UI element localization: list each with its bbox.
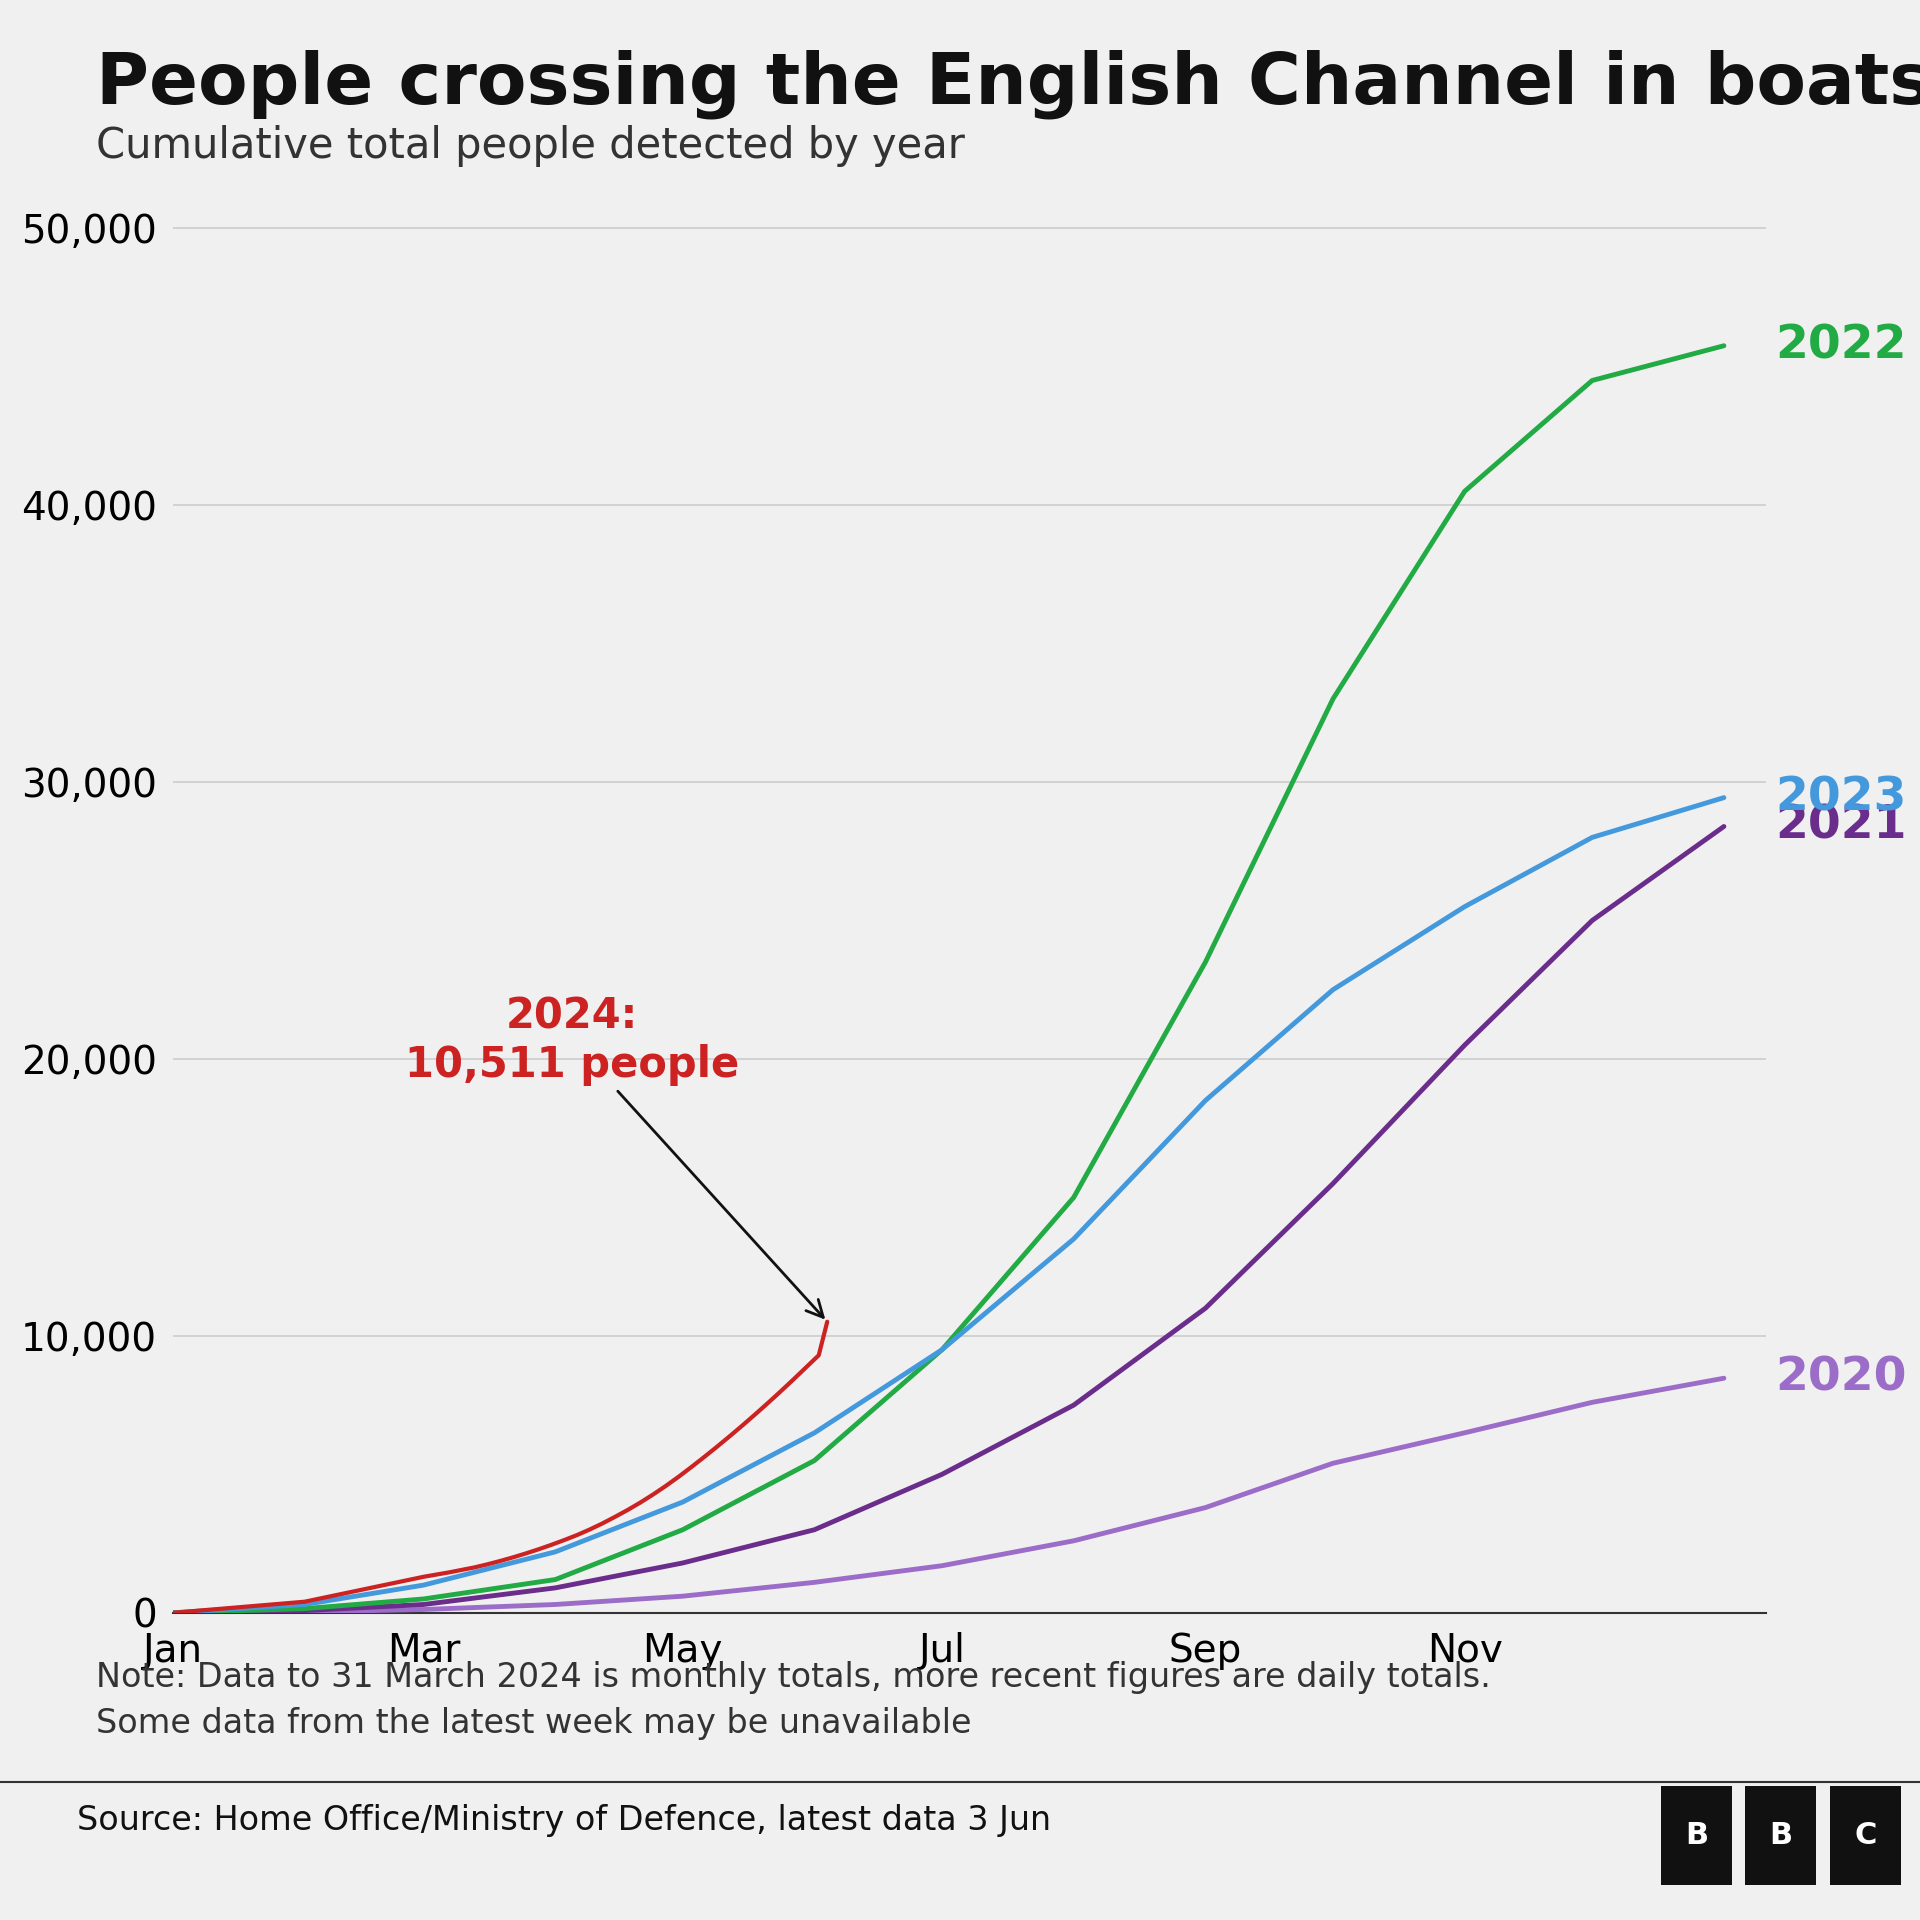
Text: B: B — [1768, 1820, 1793, 1851]
Text: Cumulative total people detected by year: Cumulative total people detected by year — [96, 125, 966, 167]
Text: 2022: 2022 — [1774, 323, 1907, 369]
Text: Source: Home Office/Ministry of Defence, latest data 3 Jun: Source: Home Office/Ministry of Defence,… — [77, 1803, 1050, 1837]
Text: 2024:
10,511 people: 2024: 10,511 people — [405, 996, 824, 1317]
Text: B: B — [1684, 1820, 1709, 1851]
Text: 2021: 2021 — [1774, 804, 1907, 849]
Text: Note: Data to 31 March 2024 is monthly totals, more recent figures are daily tot: Note: Data to 31 March 2024 is monthly t… — [96, 1661, 1490, 1740]
Text: C: C — [1855, 1820, 1876, 1851]
Text: People crossing the English Channel in boats: People crossing the English Channel in b… — [96, 50, 1920, 119]
Text: 2020: 2020 — [1774, 1356, 1907, 1402]
Text: 2023: 2023 — [1774, 776, 1907, 820]
